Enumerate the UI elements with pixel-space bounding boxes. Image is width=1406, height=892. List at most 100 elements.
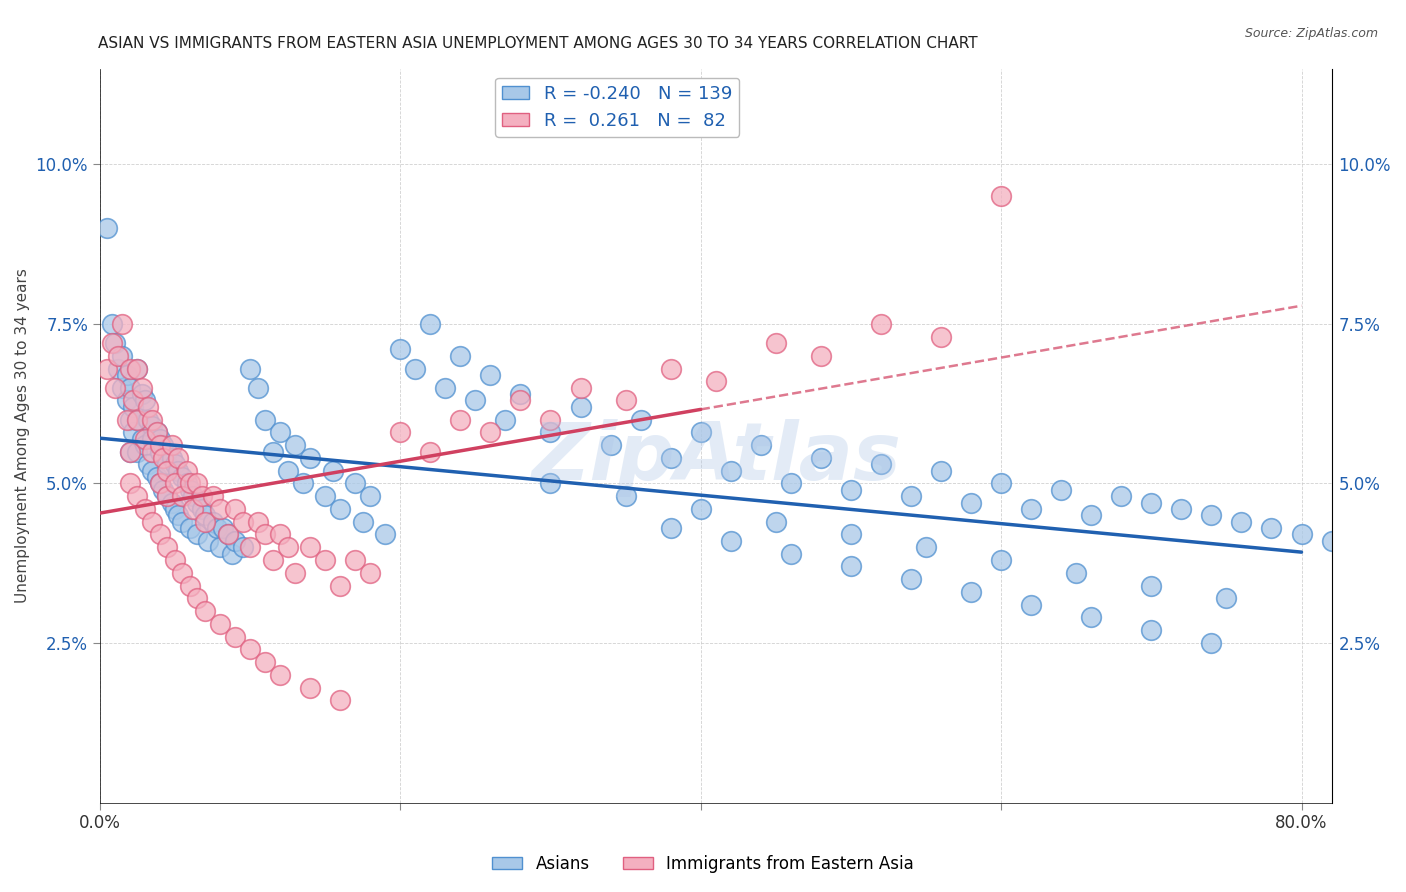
Point [141,515,163,529]
Point [749,438,772,452]
Point [163,502,186,516]
Point [659,450,682,465]
Point [1050,483,1073,497]
Point [179,578,201,592]
Point [870,457,893,471]
Point [232,515,254,529]
Point [156,541,179,555]
Point [115,412,138,426]
Point [127,412,149,426]
Point [239,541,262,555]
Point [160,438,183,452]
Point [479,425,502,440]
Point [146,425,169,440]
Point [163,553,186,567]
Point [179,483,201,497]
Point [115,393,138,408]
Point [720,464,742,478]
Point [224,533,246,548]
Point [122,393,145,408]
Point [136,457,159,471]
Point [217,527,239,541]
Point [107,361,129,376]
Point [389,425,412,440]
Point [689,502,711,516]
Point [915,541,938,555]
Point [960,495,983,509]
Point [839,527,862,541]
Text: Source: ZipAtlas.com: Source: ZipAtlas.com [1244,27,1378,40]
Point [96,361,118,376]
Point [141,432,163,446]
Point [118,476,141,491]
Point [96,221,118,235]
Point [1080,508,1102,523]
Point [329,578,352,592]
Point [779,476,801,491]
Point [614,393,637,408]
Point [127,361,149,376]
Point [107,349,129,363]
Text: ASIAN VS IMMIGRANTS FROM EASTERN ASIA UNEMPLOYMENT AMONG AGES 30 TO 34 YEARS COR: ASIAN VS IMMIGRANTS FROM EASTERN ASIA UN… [98,36,979,51]
Point [509,393,531,408]
Legend: R = -0.240   N = 139, R =  0.261   N =  82: R = -0.240 N = 139, R = 0.261 N = 82 [495,78,740,137]
Point [194,604,217,618]
Point [156,489,179,503]
Point [167,464,190,478]
Point [1109,489,1132,503]
Point [314,489,336,503]
Point [191,502,214,516]
Point [765,515,787,529]
Point [314,553,336,567]
Point [141,412,163,426]
Point [101,317,124,331]
Point [1215,591,1237,606]
Point [118,412,141,426]
Point [1140,624,1163,638]
Point [134,432,156,446]
Point [329,693,352,707]
Point [134,438,156,452]
Point [239,642,262,657]
Point [208,616,231,631]
Point [1080,610,1102,624]
Point [111,349,134,363]
Point [149,527,172,541]
Point [104,336,127,351]
Point [269,668,291,682]
Point [540,412,562,426]
Point [839,559,862,574]
Point [659,361,682,376]
Point [344,553,367,567]
Point [509,387,531,401]
Point [156,457,179,471]
Point [990,189,1012,203]
Point [172,470,194,484]
Point [1381,547,1403,561]
Point [277,541,299,555]
Point [127,412,149,426]
Point [1019,598,1042,612]
Point [1320,533,1343,548]
Point [181,489,204,503]
Point [1230,515,1253,529]
Point [870,317,893,331]
Point [374,527,396,541]
Point [186,476,208,491]
Point [419,317,441,331]
Point [118,444,141,458]
Y-axis label: Unemployment Among Ages 30 to 34 years: Unemployment Among Ages 30 to 34 years [15,268,30,603]
Point [118,381,141,395]
Point [172,566,194,580]
Point [419,444,441,458]
Point [179,476,201,491]
Point [176,464,198,478]
Point [299,450,322,465]
Point [810,450,832,465]
Point [134,502,156,516]
Point [172,515,194,529]
Point [614,489,637,503]
Point [201,515,224,529]
Point [221,547,243,561]
Point [217,527,239,541]
